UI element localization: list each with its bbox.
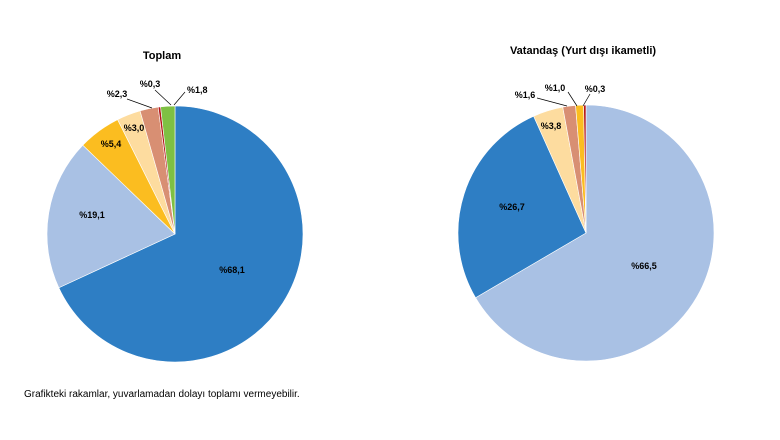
leader-line	[536, 97, 568, 107]
slice-label: %26,7	[499, 202, 525, 212]
chart-total: Toplam %68,1 %19,1 %5,4%3,0 %2,3 %0,3 %1,8	[46, 50, 304, 363]
pie-slice	[160, 105, 176, 235]
leader-line	[126, 98, 153, 109]
pie-slice	[46, 144, 176, 289]
leader-line	[154, 89, 172, 106]
pie-slice	[457, 115, 587, 299]
slice-label: %5,4	[101, 139, 122, 149]
slice-label: %66,5	[631, 261, 657, 271]
slice-label: %1,6	[515, 90, 536, 100]
slice-label: %3,8	[541, 121, 562, 131]
leader-line	[173, 91, 186, 106]
chart-citizen-abroad: Vatandaş (Yurt dışı ikametli) %66,5 %26,7…	[457, 45, 715, 362]
leader-line	[582, 93, 591, 107]
slice-label: %1,0	[545, 83, 566, 93]
chart-title: Vatandaş (Yurt dışı ikametli)	[510, 45, 656, 57]
leader-line	[567, 91, 578, 107]
pie-slice	[475, 104, 715, 362]
pie-slice	[58, 105, 304, 363]
slice-label: %3,0	[124, 123, 145, 133]
slice-label: %19,1	[79, 210, 105, 220]
slice-label: %68,1	[219, 265, 245, 275]
slice-label: %2,3	[107, 89, 128, 99]
slice-label: %1,8	[187, 85, 208, 95]
slice-label: %0,3	[585, 84, 606, 94]
slice-label: %0,3	[140, 79, 161, 89]
chart-title: Toplam	[143, 50, 182, 62]
footnote: Grafikteki rakamlar, yuvarlamadan dolayı…	[24, 389, 300, 400]
